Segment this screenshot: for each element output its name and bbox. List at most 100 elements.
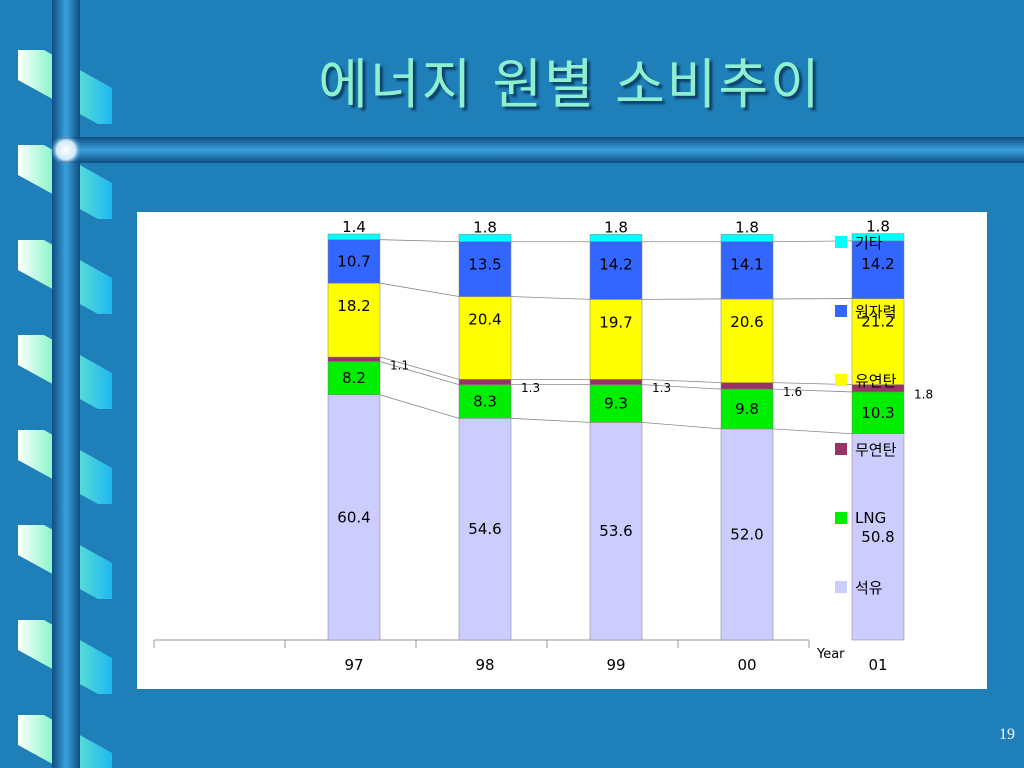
data-label: 9.3 — [604, 395, 628, 413]
stacked-bar-chart: 60.4 54.6 53.6 52.0 50.8 8.2 8.3 9.3 9.8 10.3 1.1 1… — [153, 218, 933, 674]
bar-segment-기타-99 — [589, 234, 643, 242]
data-label: 9.8 — [735, 400, 759, 418]
bar-segment-석유-97 — [327, 394, 381, 641]
data-label: 13.5 — [468, 256, 501, 274]
series-connector-line — [379, 239, 460, 243]
bar-segment-무연탄-99 — [589, 379, 643, 385]
plot-area: 60.4 54.6 53.6 52.0 50.8 8.2 8.3 9.3 9.8 10.3 1.1 1… — [153, 218, 933, 674]
data-label: 10.3 — [861, 404, 894, 422]
series-connector-line — [379, 356, 460, 380]
legend-swatch — [835, 236, 847, 248]
legend-swatch — [835, 374, 847, 386]
bar-segment-LNG-01 — [851, 391, 905, 435]
data-label: 1.8 — [914, 387, 933, 401]
data-label: 1.8 — [735, 218, 759, 236]
series-connector-line — [510, 296, 591, 300]
data-label: 1.8 — [473, 218, 497, 236]
bar-segment-기타-00 — [720, 234, 774, 242]
series-connector-line — [772, 388, 853, 393]
rail-knob — [50, 134, 82, 166]
data-label: 50.8 — [861, 528, 894, 546]
bar-segment-석유-98 — [458, 418, 512, 641]
legend-label: 석유 — [855, 578, 883, 597]
x-tick-label: 97 — [344, 656, 363, 674]
legend-label: 유연탄 — [855, 371, 897, 390]
bar-segment-석유-99 — [589, 422, 643, 641]
bar-segment-LNG-97 — [327, 361, 381, 396]
data-label: 52.0 — [730, 525, 763, 543]
bar-segment-원자력-99 — [589, 241, 643, 300]
data-label: 8.2 — [342, 369, 366, 387]
data-label: 14.2 — [599, 256, 632, 274]
bar-segment-유연탄-01 — [851, 298, 905, 385]
data-label: 8.3 — [473, 392, 497, 410]
legend-swatch — [835, 305, 847, 317]
bar-segment-유연탄-98 — [458, 296, 512, 380]
data-label: 1.8 — [604, 218, 628, 236]
data-label: 1.6 — [783, 385, 802, 399]
bar-segment-원자력-00 — [720, 241, 774, 300]
legend-swatch — [835, 443, 847, 455]
bar-segment-무연탄-98 — [458, 379, 512, 385]
series-connector-line — [772, 428, 853, 435]
bar-segment-기타-98 — [458, 234, 512, 242]
series-connector-line — [379, 361, 460, 386]
x-tick-label: 01 — [868, 656, 887, 674]
legend-swatch — [835, 581, 847, 593]
data-label: 1.8 — [866, 218, 890, 236]
vertical-rail — [52, 0, 80, 768]
data-label: 14.1 — [730, 256, 763, 274]
legend-label: 원자력 — [855, 302, 897, 321]
bar-segment-무연탄-00 — [720, 382, 774, 390]
data-label: 54.6 — [468, 520, 501, 538]
bar-segment-석유-01 — [851, 433, 905, 641]
legend-label: LNG — [855, 509, 887, 527]
bar-segment-LNG-99 — [589, 384, 643, 423]
chart-panel: 60.4 54.6 53.6 52.0 50.8 8.2 8.3 9.3 9.8 10.3 1.1 1… — [137, 212, 987, 689]
series-connector-line — [379, 282, 460, 297]
data-label: 1.1 — [390, 358, 409, 372]
x-tick-label: 98 — [475, 656, 494, 674]
x-tick-label: 99 — [606, 656, 625, 674]
legend-item: 무연탄 — [835, 439, 896, 459]
data-label: 60.4 — [337, 508, 370, 526]
legend-label: 기타 — [855, 233, 883, 252]
x-axis-title: Year — [816, 647, 845, 662]
data-label: 18.2 — [337, 297, 370, 315]
bar-segment-LNG-00 — [720, 388, 774, 430]
series-connector-line — [641, 378, 722, 383]
legend-label: 무연탄 — [855, 440, 897, 459]
data-label: 1.3 — [652, 381, 671, 395]
x-tick-label: 00 — [737, 656, 756, 674]
legend-item: 기타 — [835, 232, 883, 252]
bar-segment-유연탄-99 — [589, 299, 643, 380]
legend-item: 석유 — [835, 577, 883, 597]
data-label: 21.2 — [861, 313, 894, 331]
legend-swatch — [835, 512, 847, 524]
horizontal-rail — [60, 137, 1024, 163]
data-label: 10.7 — [337, 252, 370, 270]
series-connector-line — [641, 421, 722, 430]
data-label: 19.7 — [599, 313, 632, 331]
bar-segment-유연탄-00 — [720, 298, 774, 383]
data-label: 1.4 — [342, 218, 366, 236]
page-number: 19 — [999, 726, 1015, 743]
data-label: 20.6 — [730, 313, 763, 331]
bar-segment-원자력-01 — [851, 240, 905, 299]
bar-segment-유연탄-97 — [327, 282, 381, 358]
data-label: 14.2 — [861, 255, 894, 273]
bar-segment-무연탄-97 — [327, 356, 381, 362]
data-label: 53.6 — [599, 522, 632, 540]
legend-item: 원자력 — [835, 301, 896, 321]
legend-item: 유연탄 — [835, 370, 896, 390]
bar-segment-석유-00 — [720, 428, 774, 641]
bar-segment-기타-97 — [327, 233, 381, 240]
bar-segment-LNG-98 — [458, 384, 512, 419]
series-connector-line — [641, 384, 722, 390]
series-connector-line — [379, 394, 460, 419]
bar-segment-원자력-98 — [458, 241, 512, 297]
slide-title: 에너지 원별 소비추이 — [318, 53, 822, 116]
series-connector-line — [510, 417, 591, 423]
data-label: 20.4 — [468, 311, 501, 329]
